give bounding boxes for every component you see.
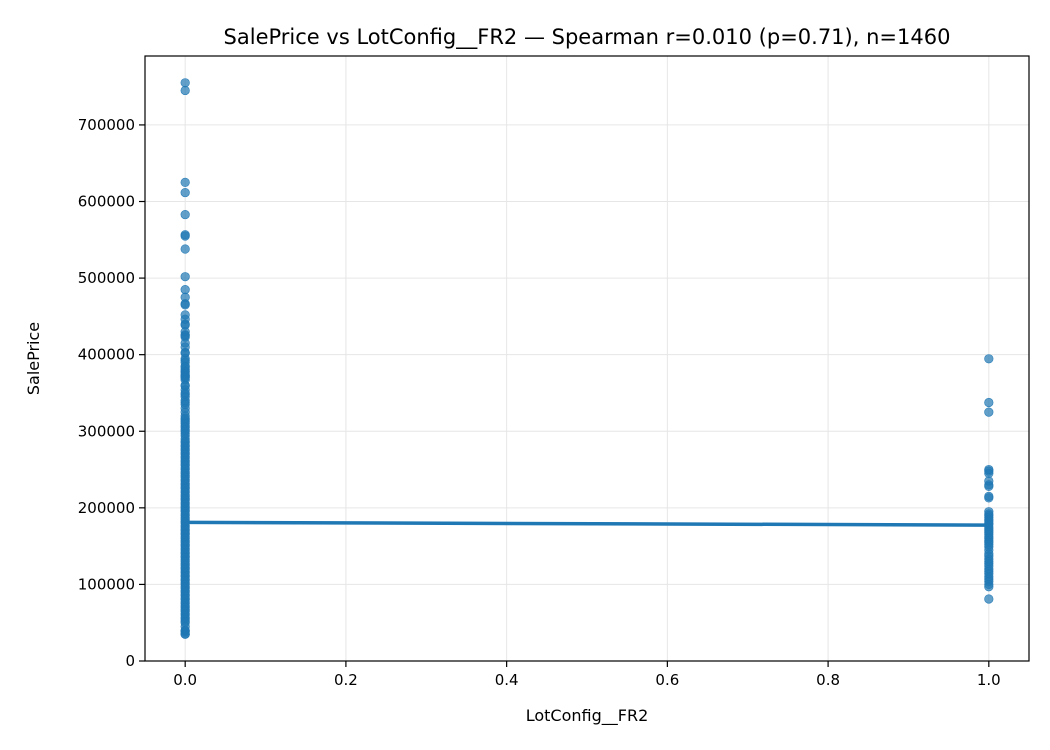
y-tick-label: 300000 [78, 422, 135, 440]
grid [145, 56, 1029, 662]
data-point [180, 300, 190, 310]
data-point [180, 209, 190, 220]
data-point [180, 187, 190, 198]
y-tick-label: 400000 [78, 346, 135, 364]
data-point [180, 629, 190, 639]
data-point [180, 85, 190, 96]
series-0 [180, 78, 190, 639]
data-point [984, 493, 994, 503]
regression-line-group [183, 520, 991, 527]
x-tick-label: 0.8 [816, 671, 840, 689]
y-tick-label: 700000 [78, 116, 135, 134]
chart-title: SalePrice vs LotConfig__FR2 — Spearman r… [224, 25, 951, 50]
x-tick-label: 1.0 [977, 671, 1001, 689]
y-axis-label: SalePrice [24, 322, 43, 395]
series-1 [984, 354, 994, 604]
data-point [984, 582, 994, 592]
data-point [984, 354, 994, 364]
data-point [984, 407, 994, 417]
data-point [180, 231, 190, 241]
y-tick-label: 500000 [78, 269, 135, 287]
x-axis-label: LotConfig__FR2 [526, 706, 649, 726]
data-point [984, 594, 994, 604]
data-point [984, 481, 994, 491]
x-tick-label: 0.0 [173, 671, 197, 689]
x-tick-label: 0.4 [495, 671, 519, 689]
data-point [180, 272, 190, 282]
data-point [180, 177, 190, 187]
data-point [180, 78, 190, 88]
x-tick-label: 0.2 [334, 671, 358, 689]
y-axis-ticks: 0 100000 200000 300000 400000 500000 600000 700… [78, 116, 145, 670]
data-point [180, 244, 190, 254]
x-tick-label: 0.6 [655, 671, 679, 689]
data-point [984, 397, 994, 408]
x-axis-ticks: 0.0 0.2 0.4 0.6 0.8 1.0 [173, 661, 1001, 689]
plot-area-frame [144, 55, 1030, 662]
data-point [180, 284, 190, 295]
y-tick-label: 600000 [78, 193, 135, 211]
y-tick-label: 100000 [78, 575, 135, 593]
y-tick-label: 200000 [78, 499, 135, 517]
scatter-points [180, 78, 994, 639]
regression-line [183, 520, 991, 527]
data-point [984, 468, 994, 478]
y-tick-label: 0 [125, 652, 135, 670]
